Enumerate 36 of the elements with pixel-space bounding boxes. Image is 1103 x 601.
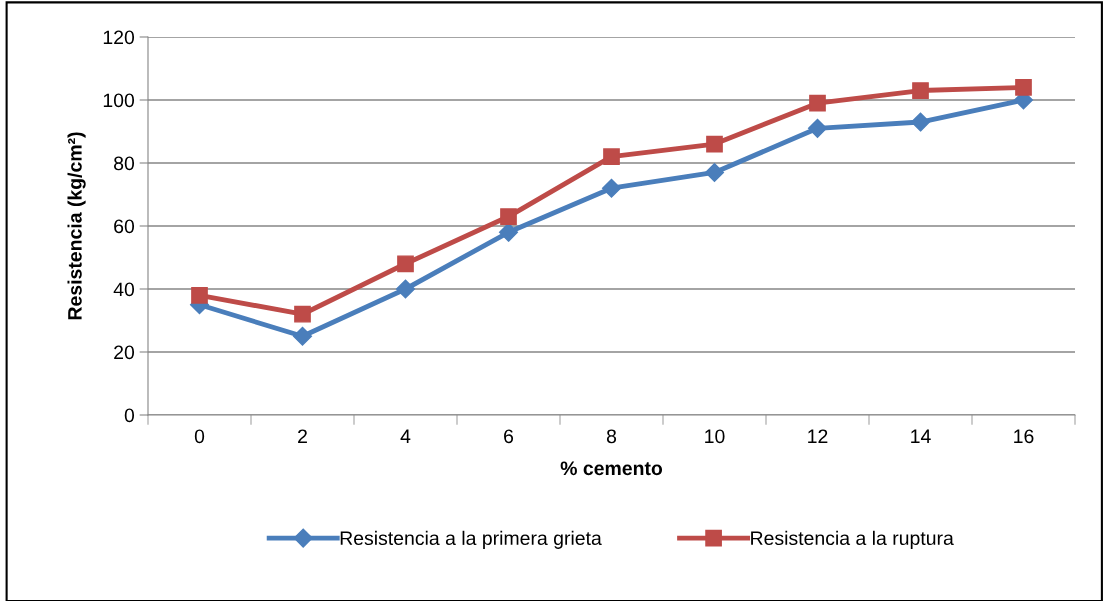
y-tick-label: 20 <box>114 345 135 360</box>
point <box>191 286 208 304</box>
point <box>809 94 826 112</box>
x-tick-label: 4 <box>400 429 411 443</box>
point <box>912 82 929 99</box>
y-tick-label: 0 <box>124 408 135 423</box>
x-tick-label: 0 <box>194 429 205 444</box>
x-tick-label: 10 <box>705 429 725 444</box>
point <box>397 255 414 273</box>
legend-label: Resistencia a la primera grieta <box>340 530 602 549</box>
x-tick-label: 2 <box>298 429 307 443</box>
point <box>601 178 622 198</box>
point <box>603 148 620 166</box>
point <box>706 135 723 153</box>
point <box>292 326 313 346</box>
x-axis-title: % cemento <box>560 461 663 476</box>
point <box>395 279 416 299</box>
y-tick-label: 60 <box>114 219 135 234</box>
x-tick-label: 8 <box>606 429 617 444</box>
point <box>910 112 931 132</box>
y-tick-label: 40 <box>113 282 135 297</box>
point <box>1015 79 1032 96</box>
y-tick-label: 100 <box>103 93 135 108</box>
legend-label: Resistencia a la ruptura <box>751 530 954 549</box>
y-axis-title: Resistencia (kg/cm²) <box>67 132 86 320</box>
point <box>500 208 517 225</box>
point <box>807 118 828 138</box>
point <box>498 222 519 242</box>
x-tick-label: 6 <box>504 429 514 444</box>
y-tick-label: 80 <box>114 156 135 171</box>
x-tick-label: 12 <box>808 429 828 443</box>
point <box>704 162 725 182</box>
point <box>294 305 311 323</box>
y-tick-label: 120 <box>103 30 135 45</box>
x-tick-label: 14 <box>911 429 931 443</box>
x-tick-label: 16 <box>1014 429 1034 444</box>
